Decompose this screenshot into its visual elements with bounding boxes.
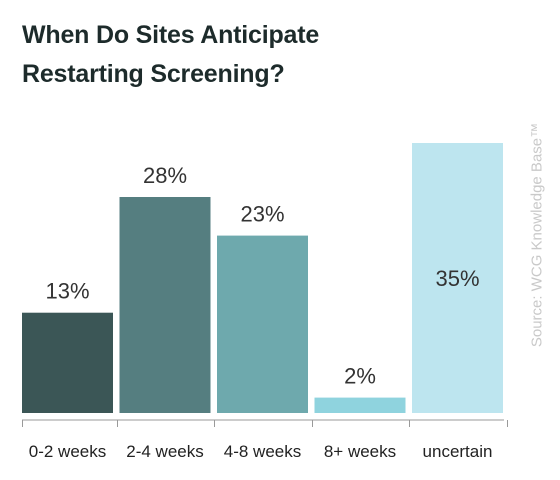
- category-label: 4-8 weeks: [224, 442, 301, 461]
- data-label: 23%: [240, 202, 284, 227]
- category-label: 2-4 weeks: [126, 442, 203, 461]
- category-label: 8+ weeks: [324, 442, 396, 461]
- bar-0-2-weeks: [22, 312, 113, 413]
- chart-title-line-1: When Do Sites Anticipate: [22, 21, 320, 49]
- chart-title-line-2: Restarting Screening?: [22, 60, 285, 88]
- source-note: Source: WCG Knowledge Base™: [528, 122, 546, 348]
- labels-layer: 13% 0-2 weeks 28% 2-4 weeks 23% 4-8 weeks 2% 8+…: [29, 163, 493, 461]
- category-label: 0-2 weeks: [29, 442, 106, 461]
- data-label: 28%: [143, 163, 187, 188]
- bar-2-4-weeks: [119, 197, 211, 413]
- bar-8-weeks: [314, 397, 406, 413]
- bars-layer: [22, 143, 503, 413]
- category-label: uncertain: [423, 442, 493, 461]
- chart-title: When Do Sites Anticipate Restarting Scre…: [22, 16, 462, 94]
- bar-uncertain: [412, 143, 503, 413]
- data-label: 2%: [344, 364, 376, 389]
- x-axis: [22, 419, 508, 427]
- bar-4-8-weeks: [217, 235, 308, 413]
- data-label: 13%: [45, 279, 89, 304]
- data-label: 35%: [435, 266, 479, 291]
